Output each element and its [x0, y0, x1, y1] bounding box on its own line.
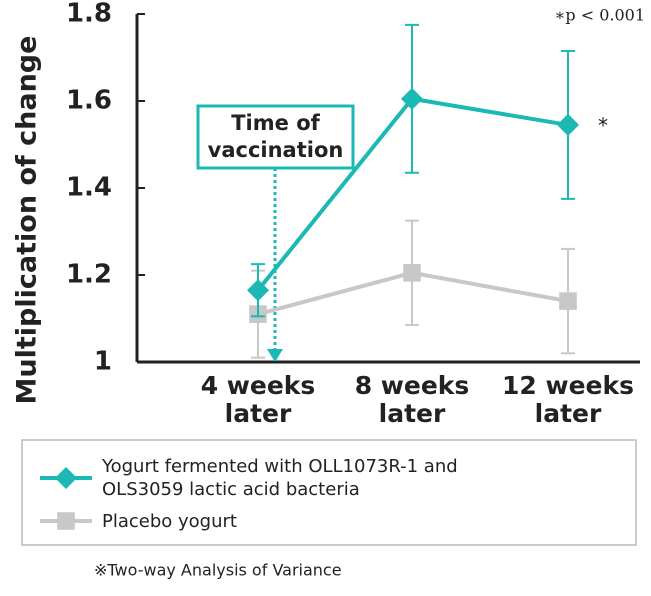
legend-label: Yogurt fermented with OLL1073R-1 and OLS… — [102, 456, 458, 500]
marker — [247, 279, 269, 302]
y-tick-label: 1.4 — [66, 173, 112, 203]
vaccination-box — [196, 104, 355, 170]
marker — [557, 113, 579, 136]
y-axis-label: Multiplication of change — [12, 36, 43, 405]
y-tick-label: 1.2 — [66, 260, 112, 290]
y-tick-label: 1.6 — [66, 86, 112, 116]
marker — [403, 264, 421, 282]
y-tick-label: 1.8 — [66, 0, 112, 29]
legend-marker — [57, 512, 75, 530]
x-tick-label: 8 weeks later — [354, 371, 470, 428]
significance-marker: * — [598, 113, 608, 137]
significance-note: ∗p < 0.001 — [555, 6, 646, 25]
y-tick-label: 1 — [94, 347, 112, 377]
x-tick-label: 4 weeks later — [200, 371, 316, 428]
footnote: ※Two-way Analysis of Variance — [94, 561, 342, 580]
x-tick-label: 12 weeks later — [501, 371, 634, 428]
marker — [401, 87, 423, 110]
legend-box — [21, 439, 637, 546]
legend-label: Placebo yogurt — [102, 511, 237, 532]
legend-marker — [55, 467, 77, 489]
arrow-head — [267, 349, 283, 362]
vaccination-label: Time of vaccination — [207, 111, 344, 162]
marker — [559, 292, 577, 310]
